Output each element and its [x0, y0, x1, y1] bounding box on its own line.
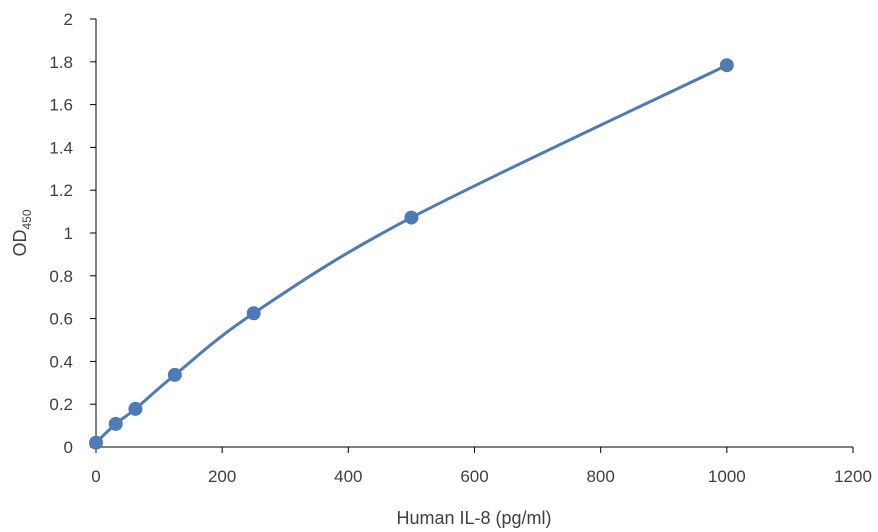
data-point	[89, 435, 103, 450]
series-line	[94, 63, 729, 445]
y-tick-label: 0.4	[49, 352, 73, 371]
data-point	[719, 58, 734, 73]
x-tick-label: 1200	[834, 467, 872, 486]
y-tick-label: 0.6	[49, 310, 73, 329]
data-point	[128, 401, 143, 416]
y-tick-label: 1.6	[49, 96, 73, 115]
y-tick-label: 2	[64, 10, 73, 29]
data-point	[167, 367, 182, 382]
y-axis-title: OD450	[10, 209, 34, 256]
x-tick-label: 1000	[708, 467, 746, 486]
data-point	[404, 210, 419, 225]
data-point	[246, 306, 261, 321]
y-tick-label: 1.8	[49, 53, 73, 72]
y-ticks: 0 0.2 0.4 0.6 0.8 1 1.2 1.4 1.6 1.8 2	[49, 10, 96, 457]
y-tick-label: 0.2	[49, 395, 73, 414]
data-point	[108, 416, 123, 431]
x-tick-label: 800	[586, 467, 614, 486]
y-tick-label: 1	[64, 224, 73, 243]
x-tick-label: 200	[208, 467, 236, 486]
y-tick-label: 0	[64, 438, 73, 457]
x-tick-label: 0	[91, 467, 100, 486]
y-tick-label: 0.8	[49, 267, 73, 286]
y-tick-label: 1.2	[49, 181, 73, 200]
y-axis-title-subscript: 450	[20, 209, 34, 229]
axes	[95, 19, 853, 448]
y-tick-label: 1.4	[49, 138, 73, 157]
x-tick-label: 600	[460, 467, 488, 486]
y-axis-title-main: OD	[10, 230, 30, 257]
series-layer	[89, 58, 734, 450]
x-tick-label: 400	[334, 467, 362, 486]
x-ticks: 0 200 400 600 800 1000 1200	[91, 447, 872, 486]
x-axis-title: Human IL-8 (pg/ml)	[396, 508, 551, 528]
